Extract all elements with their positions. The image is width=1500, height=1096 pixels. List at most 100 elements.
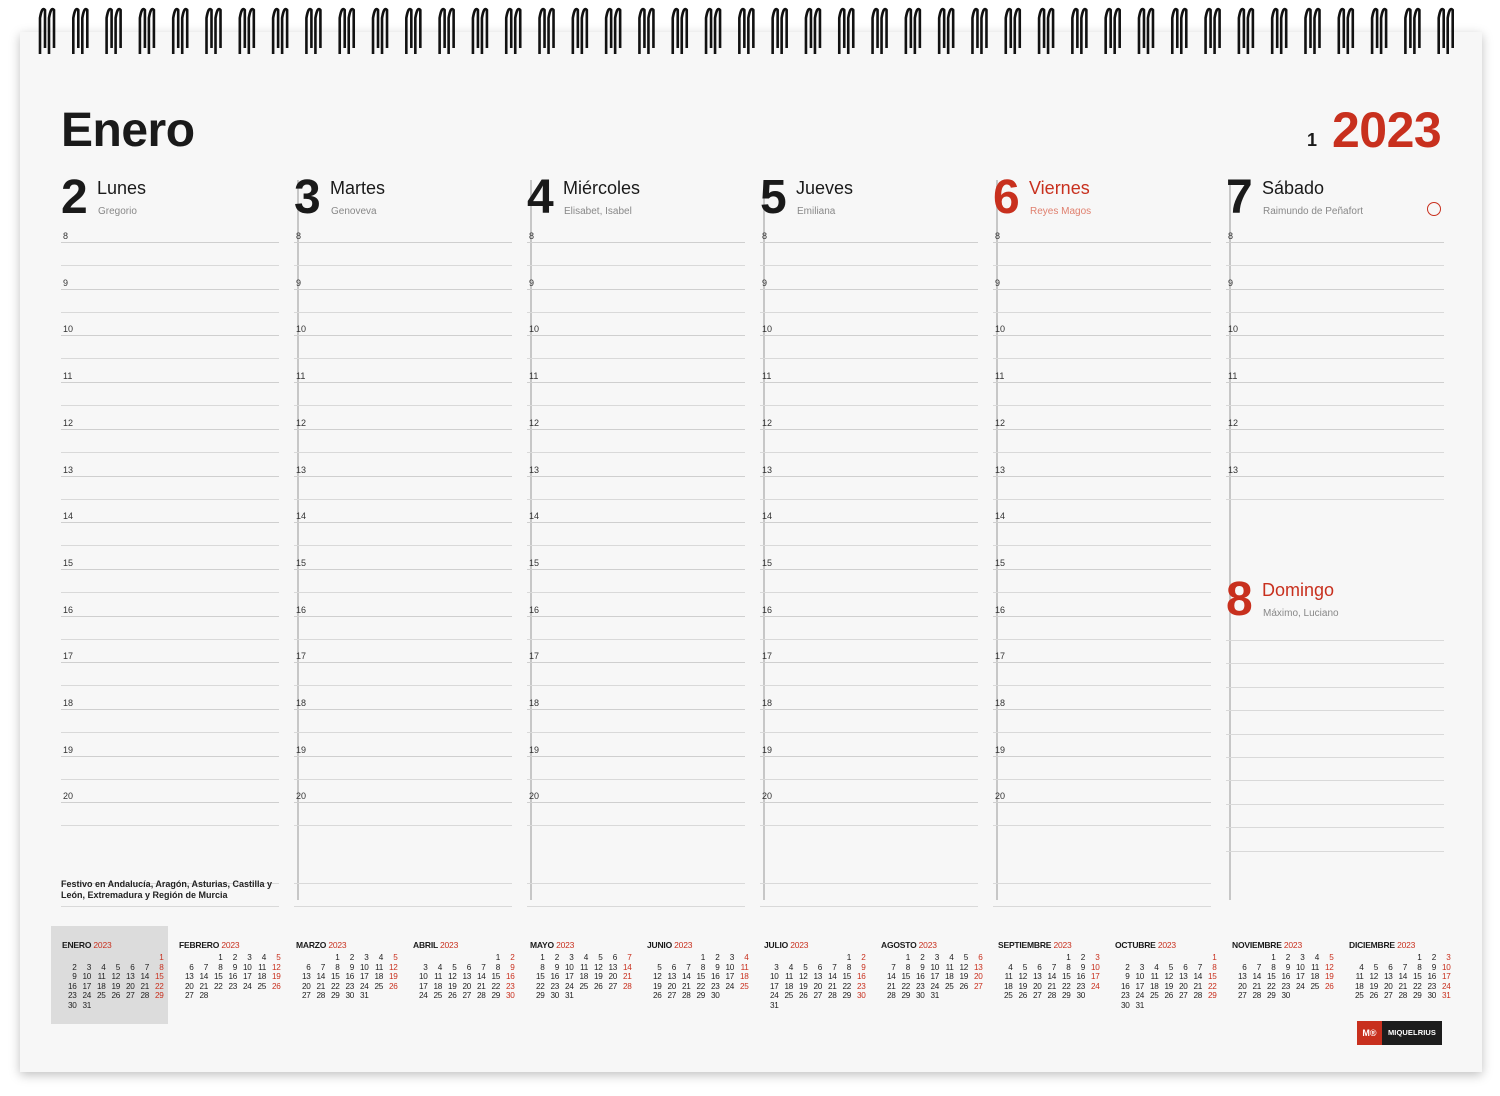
note-line[interactable] <box>1226 757 1444 758</box>
hour-slot[interactable]: 11 <box>1226 370 1444 417</box>
hour-slot[interactable]: 17 <box>993 650 1211 697</box>
hour-slot[interactable]: 18 <box>527 697 745 744</box>
hour-slot[interactable]: 9 <box>294 277 512 324</box>
hour-slot[interactable]: 19 <box>993 744 1211 791</box>
hour-slot[interactable]: 13 <box>993 464 1211 511</box>
hour-slot[interactable]: 13 <box>294 464 512 511</box>
note-line[interactable] <box>294 906 512 907</box>
hour-slot[interactable]: 10 <box>760 323 978 370</box>
hour-slot[interactable]: 13 <box>760 464 978 511</box>
hour-slot[interactable]: 12 <box>294 417 512 464</box>
hour-slot[interactable]: 17 <box>527 650 745 697</box>
hour-slot[interactable]: 12 <box>993 417 1211 464</box>
mini-day: 3 <box>247 953 252 962</box>
mini-day: 20 <box>1178 981 1188 991</box>
hour-slot[interactable]: 14 <box>760 510 978 557</box>
hour-slot[interactable]: 15 <box>993 557 1211 604</box>
hour-slot[interactable]: 19 <box>294 744 512 791</box>
hour-slot[interactable]: 9 <box>61 277 279 324</box>
hour-slot[interactable]: 16 <box>527 604 745 651</box>
note-line[interactable] <box>1226 640 1444 641</box>
hour-slot[interactable]: 16 <box>61 604 279 651</box>
hour-slot[interactable]: 15 <box>61 557 279 604</box>
mini-day: 21 <box>316 981 325 991</box>
hour-slot[interactable]: 17 <box>294 650 512 697</box>
hour-slot[interactable]: 16 <box>993 604 1211 651</box>
note-line[interactable] <box>1226 733 1444 735</box>
hour-slot[interactable]: 20 <box>993 790 1211 837</box>
hour-slot[interactable]: 10 <box>294 323 512 370</box>
hour-slot[interactable]: 20 <box>294 790 512 837</box>
hour-slot[interactable]: 8 <box>527 230 745 277</box>
hour-slot[interactable]: 13 <box>527 464 745 511</box>
hour-slot[interactable]: 16 <box>294 604 512 651</box>
mini-month-calendar: NOVIEMBRE 2023 1 2 3 4 5 6 7 8 9 10 11 12 13 14 15 16 17 1… <box>1232 940 1344 1001</box>
hour-slot[interactable]: 17 <box>61 650 279 697</box>
spiral-ring-icon <box>271 7 289 54</box>
note-line[interactable] <box>1226 663 1444 665</box>
day-column: 4 Miércoles Elisabet, Isabel 8 9 10 11 12 13 14 15… <box>527 172 765 907</box>
note-line[interactable] <box>527 906 745 907</box>
hour-slot[interactable]: 18 <box>61 697 279 744</box>
note-line[interactable] <box>294 883 512 884</box>
hour-slot[interactable]: 18 <box>294 697 512 744</box>
hour-slot[interactable]: 9 <box>1226 277 1444 324</box>
hour-slot[interactable]: 11 <box>760 370 978 417</box>
hour-slot[interactable]: 9 <box>527 277 745 324</box>
hour-slot[interactable]: 12 <box>61 417 279 464</box>
note-line[interactable] <box>1226 827 1444 829</box>
hour-slot[interactable]: 20 <box>527 790 745 837</box>
hour-slot[interactable]: 10 <box>527 323 745 370</box>
hour-slot[interactable]: 10 <box>993 323 1211 370</box>
hour-slot[interactable]: 20 <box>760 790 978 837</box>
mini-day: 13 <box>184 972 194 982</box>
hour-slot[interactable]: 12 <box>527 417 745 464</box>
hour-slot[interactable]: 17 <box>760 650 978 697</box>
note-line[interactable] <box>1226 780 1444 782</box>
note-line[interactable] <box>760 906 978 907</box>
hour-slot[interactable]: 8 <box>294 230 512 277</box>
note-line[interactable] <box>61 906 279 907</box>
hour-slot[interactable]: 9 <box>760 277 978 324</box>
hour-slot[interactable]: 15 <box>527 557 745 604</box>
note-line[interactable] <box>760 883 978 884</box>
note-line[interactable] <box>1226 803 1444 805</box>
note-line[interactable] <box>527 883 745 884</box>
note-line[interactable] <box>1226 686 1444 688</box>
note-line[interactable] <box>61 883 279 884</box>
hour-label: 8 <box>995 231 1001 241</box>
hour-slot[interactable]: 8 <box>1226 230 1444 277</box>
hour-slot[interactable]: 19 <box>760 744 978 791</box>
hour-slot[interactable]: 9 <box>993 277 1211 324</box>
hour-slot[interactable]: 11 <box>993 370 1211 417</box>
hour-slot[interactable]: 14 <box>294 510 512 557</box>
note-line[interactable] <box>1226 850 1444 852</box>
hour-slot[interactable]: 13 <box>61 464 279 511</box>
hour-slot[interactable]: 19 <box>61 744 279 791</box>
hour-slot[interactable]: 20 <box>61 790 279 837</box>
hour-slot[interactable]: 11 <box>527 370 745 417</box>
note-line[interactable] <box>993 883 1211 884</box>
hour-slot[interactable]: 14 <box>993 510 1211 557</box>
hour-slot[interactable]: 12 <box>1226 417 1444 464</box>
hour-slot[interactable]: 8 <box>993 230 1211 277</box>
hour-slot[interactable]: 15 <box>760 557 978 604</box>
hour-slot[interactable]: 16 <box>760 604 978 651</box>
hour-slot[interactable]: 18 <box>993 697 1211 744</box>
mini-day: 24 <box>82 991 91 1001</box>
hour-slot[interactable]: 8 <box>61 230 279 277</box>
hour-slot[interactable]: 10 <box>1226 323 1444 370</box>
hour-slot[interactable]: 13 <box>1226 464 1444 511</box>
hour-slot[interactable]: 11 <box>294 370 512 417</box>
hour-slot[interactable]: 19 <box>527 744 745 791</box>
hour-slot[interactable]: 8 <box>760 230 978 277</box>
hour-slot[interactable]: 14 <box>527 510 745 557</box>
hour-slot[interactable]: 15 <box>294 557 512 604</box>
hour-slot[interactable]: 11 <box>61 370 279 417</box>
hour-slot[interactable]: 18 <box>760 697 978 744</box>
hour-slot[interactable]: 14 <box>61 510 279 557</box>
hour-slot[interactable]: 10 <box>61 323 279 370</box>
hour-slot[interactable]: 12 <box>760 417 978 464</box>
note-line[interactable] <box>1226 710 1444 712</box>
note-line[interactable] <box>993 906 1211 907</box>
